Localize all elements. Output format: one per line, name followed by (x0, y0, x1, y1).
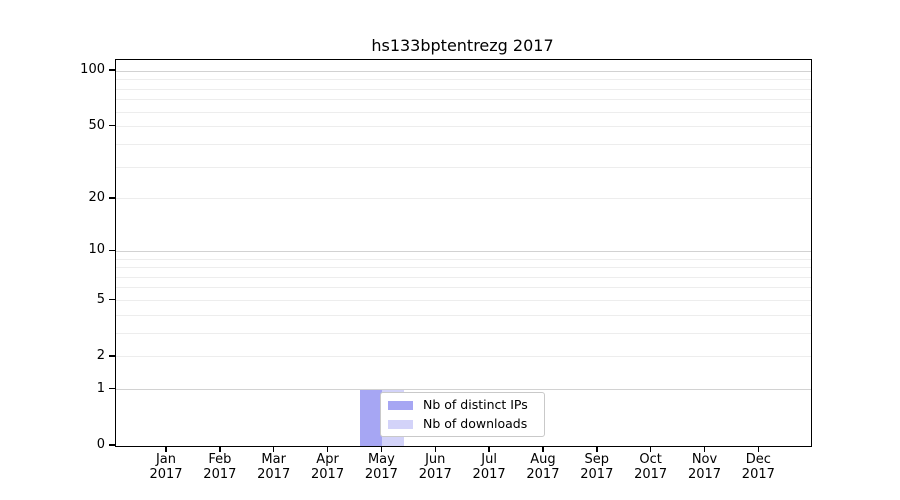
x-tick-mark (165, 446, 167, 452)
x-tick-label-mar: Mar 2017 (257, 452, 291, 482)
x-tick-mark (703, 446, 706, 452)
x-tick-label-apr: Apr 2017 (311, 452, 345, 482)
y-tick-mark (109, 197, 115, 199)
minor-gridline (116, 332, 811, 334)
y-tick-label: 20 (88, 189, 105, 205)
minor-gridline (116, 287, 811, 289)
minor-gridline (116, 300, 811, 301)
x-tick-label-sep: Sep 2017 (580, 452, 614, 482)
y-tick-label: 0 (96, 437, 105, 452)
x-tick-label-nov: Nov 2017 (687, 452, 722, 482)
x-tick-mark (649, 446, 652, 452)
legend-label: Nb of distinct IPs (423, 397, 528, 412)
minor-gridline (116, 276, 811, 278)
x-tick-mark (542, 446, 544, 452)
y-tick-label: 5 (96, 291, 105, 307)
legend-item: Nb of distinct IPs (388, 398, 537, 412)
y-tick-mark (109, 387, 115, 390)
bar-may-series0 (360, 389, 383, 446)
x-tick-label-aug: Aug 2017 (526, 452, 560, 482)
x-tick-label-jun: Jun 2017 (418, 452, 452, 482)
chart-title: hs133bptentrezg 2017 (371, 36, 554, 55)
y-tick-mark (109, 298, 115, 301)
y-tick-mark (109, 69, 115, 71)
x-tick-mark (380, 446, 383, 452)
major-gridline (116, 70, 811, 72)
minor-gridline (116, 88, 811, 90)
minor-gridline (116, 111, 811, 113)
y-tick-mark (109, 355, 115, 357)
legend-label: Nb of downloads (423, 416, 528, 431)
y-tick-mark (109, 124, 115, 127)
y-tick-mark (109, 249, 115, 252)
legend-swatch (388, 400, 413, 410)
legend: Nb of distinct IPs Nb of downloads (380, 392, 545, 437)
minor-gridline (116, 314, 811, 316)
x-tick-label-may: May 2017 (364, 452, 398, 482)
x-tick-mark (596, 446, 598, 452)
minor-gridline (116, 267, 811, 269)
y-tick-label: 2 (96, 347, 105, 363)
major-gridline (116, 389, 811, 391)
plot-area (115, 59, 812, 447)
x-tick-mark (488, 446, 490, 452)
x-tick-label-feb: Feb 2017 (203, 452, 237, 482)
minor-gridline (116, 79, 811, 81)
minor-gridline (116, 198, 811, 200)
y-tick-label: 1 (96, 380, 105, 396)
x-tick-label-dec: Dec 2017 (741, 452, 775, 482)
major-gridline (116, 250, 811, 252)
minor-gridline (116, 143, 811, 145)
x-tick-mark (219, 446, 221, 452)
x-tick-label-oct: Oct 2017 (634, 452, 668, 482)
x-tick-label-jan: Jan 2017 (149, 452, 183, 482)
x-tick-mark (326, 446, 329, 452)
minor-gridline (116, 356, 811, 358)
x-tick-label-jul: Jul 2017 (472, 452, 506, 482)
y-tick-label: 100 (80, 62, 105, 78)
x-tick-mark (434, 446, 436, 452)
legend-swatch (388, 419, 413, 429)
y-tick-mark (109, 444, 115, 446)
minor-gridline (116, 126, 811, 128)
minor-gridline (116, 99, 811, 101)
y-tick-label: 10 (88, 242, 105, 258)
y-tick-label: 50 (88, 117, 105, 133)
minor-gridline (116, 166, 811, 168)
minor-gridline (116, 258, 811, 260)
x-tick-mark (272, 446, 275, 452)
legend-item: Nb of downloads (388, 417, 537, 431)
x-tick-mark (757, 446, 760, 452)
